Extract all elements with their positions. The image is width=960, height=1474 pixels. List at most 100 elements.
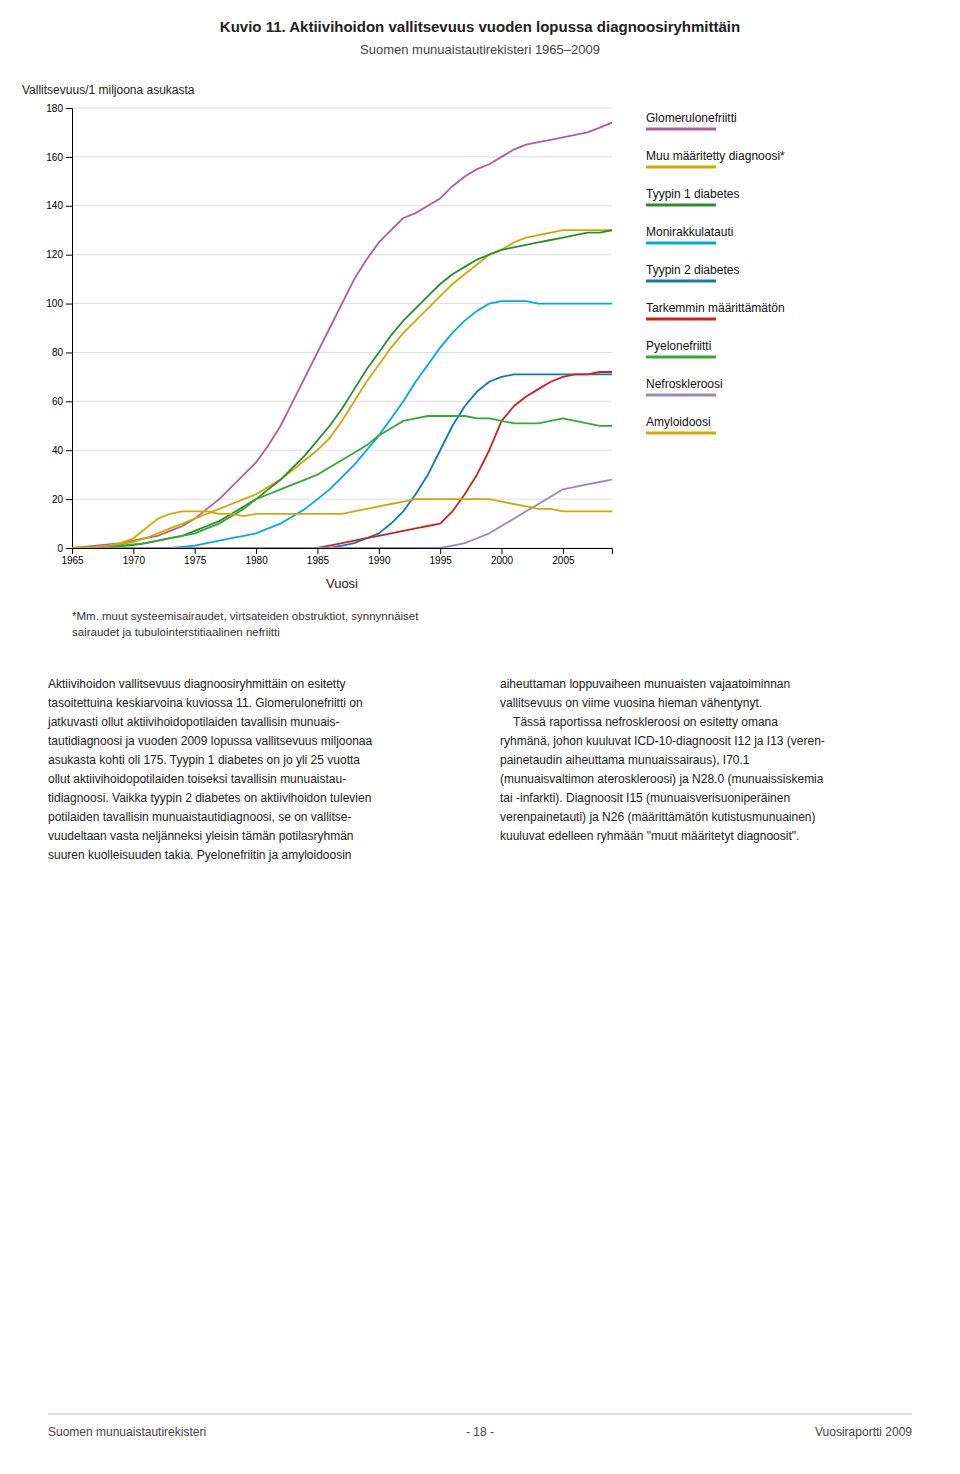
grid-line: [72, 450, 612, 451]
grid: [72, 108, 612, 548]
text-line: jatkuvasti ollut aktiivihoidopotilaiden …: [47, 715, 340, 729]
grid-line: [72, 499, 612, 500]
x-tick-label: 1965: [61, 555, 84, 566]
legend-swatch: [646, 204, 716, 207]
legend-label: Tyypin 1 diabetes: [646, 187, 739, 201]
y-tick-label: 160: [46, 152, 63, 163]
footer-rule: [48, 1414, 912, 1415]
x-axis-line: [73, 549, 613, 555]
text-line: painetaudin aiheuttama munuaissairaus), …: [500, 753, 750, 767]
x-tick-label: 2000: [491, 555, 514, 566]
legend-swatch: [646, 318, 716, 321]
x-tick-mark: [502, 548, 503, 554]
y-tick-mark: [66, 548, 72, 549]
text-line: tautidiagnoosi ja vuoden 2009 lopussa va…: [48, 734, 373, 748]
x-tick: 2000: [491, 548, 514, 566]
footnote: *Mm. muut systeemisairaudet, virtsateide…: [72, 610, 419, 638]
legend-swatch: [646, 432, 716, 435]
legend-label: Muu määritetty diagnoosi*: [646, 149, 785, 163]
y-tick-label: 180: [46, 103, 63, 114]
x-tick-label: 1980: [245, 555, 268, 566]
legend-label: Monirakkulatauti: [646, 225, 733, 239]
y-tick-label: 120: [46, 249, 63, 260]
series-line: [72, 230, 612, 548]
y-tick: 140: [46, 200, 72, 211]
legend-swatch: [646, 128, 716, 131]
x-axis: 1965 1970 1975 1980 1985 1990 1995 2000 2005: [61, 548, 612, 566]
series-line: [72, 372, 612, 548]
y-tick: 180: [46, 103, 72, 114]
y-tick-label: 100: [46, 298, 63, 309]
x-tick: 1980: [245, 548, 268, 566]
series-line: [72, 123, 612, 548]
y-tick: 0: [57, 543, 72, 554]
x-tick: 1995: [430, 548, 453, 566]
legend-label: Nefroskleroosi: [646, 377, 723, 391]
legend-item: Glomerulonefriitti: [646, 111, 737, 129]
y-tick-label: 60: [52, 396, 64, 407]
legend-label: Glomerulonefriitti: [646, 111, 737, 125]
body-text: aiheuttaman loppuvaiheen munuaisten vaja…: [500, 677, 825, 843]
grid-line: [72, 156, 612, 157]
legend-swatch: [646, 166, 716, 169]
grid-line: [72, 205, 612, 206]
y-axis-title: Vallitsevuus/1 miljoona asukasta: [22, 83, 195, 97]
y-tick-mark: [66, 499, 72, 500]
y-tick-mark: [66, 157, 72, 158]
legend-swatch: [646, 356, 716, 359]
x-tick-label: 1970: [123, 555, 146, 566]
legend-label: Pyelonefriitti: [646, 339, 711, 353]
legend-label: Tyypin 2 diabetes: [646, 263, 739, 277]
text-line: *Mm. muut systeemisairaudet, virtsateide…: [72, 610, 419, 622]
y-tick-mark: [66, 401, 72, 402]
legend-item: Tarkemmin määrittämätön: [646, 301, 785, 319]
legend-item: Amyloidoosi: [646, 415, 716, 433]
series-line: [72, 480, 612, 548]
title: Kuvio 11. Aktiivihoidon vallitsevuus vuo…: [220, 18, 740, 35]
text-line: vuudeltaan vasta neljänneksi yleisin täm…: [48, 829, 354, 843]
y-tick-label: 80: [52, 347, 64, 358]
x-tick-label: 1985: [307, 555, 330, 566]
legend-label: Amyloidoosi: [646, 415, 711, 429]
x-tick: 1970: [123, 548, 146, 566]
x-tick-label: 2005: [552, 555, 575, 566]
text-line: Vuosiraportti 2009: [815, 1425, 912, 1439]
y-tick-mark: [66, 206, 72, 207]
x-tick: 1990: [368, 548, 391, 566]
series-line: [72, 374, 612, 548]
grid-line: [72, 401, 612, 402]
text-line: Aktiivihoidon vallitsevuus diagnoosiryhm…: [48, 677, 346, 691]
x-tick: 2005: [552, 548, 575, 566]
text-line: tai -infarkti). Diagnoosit I15 (munuaisv…: [500, 791, 790, 805]
y-tick: 20: [52, 494, 72, 505]
text-line: tidiagnoosi. Vaikka tyypin 2 diabetes on…: [48, 791, 371, 805]
x-tick-mark: [256, 548, 257, 554]
footer-center: - 18 -: [466, 1425, 494, 1439]
body-text: Aktiivihoidon vallitsevuus diagnoosiryhm…: [47, 677, 373, 862]
y-tick: 80: [52, 347, 72, 358]
x-tick-label: 1995: [430, 555, 453, 566]
y-tick-label: 140: [46, 200, 63, 211]
text-line: Tässä raportissa nefroskleroosi on esite…: [500, 715, 778, 729]
legend-swatch: [646, 394, 716, 397]
text-line: tasoitettuina keskiarvoina kuviossa 11. …: [48, 696, 363, 710]
legend-item: Nefroskleroosi: [646, 377, 723, 395]
text-line: vallitsevuus on viime vuosina hieman väh…: [500, 696, 762, 710]
text-line: kuuluvat edelleen ryhmään "muut määritet…: [500, 829, 799, 843]
chart-page: Kuvio 11. Aktiivihoidon vallitsevuus vuo…: [0, 0, 960, 1474]
legend-swatch: [646, 242, 716, 245]
y-tick: 120: [46, 249, 72, 260]
y-tick-mark: [66, 108, 72, 109]
y-axis-line: [66, 109, 73, 549]
x-tick-mark: [563, 548, 564, 554]
x-tick-mark: [133, 548, 134, 554]
legend-item: Tyypin 2 diabetes: [646, 263, 739, 281]
footer-right: Vuosiraportti 2009: [815, 1425, 912, 1439]
y-tick-mark: [66, 352, 72, 353]
y-tick-mark: [66, 450, 72, 451]
y-tick-label: 20: [52, 494, 64, 505]
text-line: potilaiden tavallisin munuaistautidiagno…: [48, 810, 352, 824]
x-tick-label: 1975: [184, 555, 207, 566]
series-line: [72, 499, 612, 548]
text-line: - 18 -: [466, 1425, 494, 1439]
